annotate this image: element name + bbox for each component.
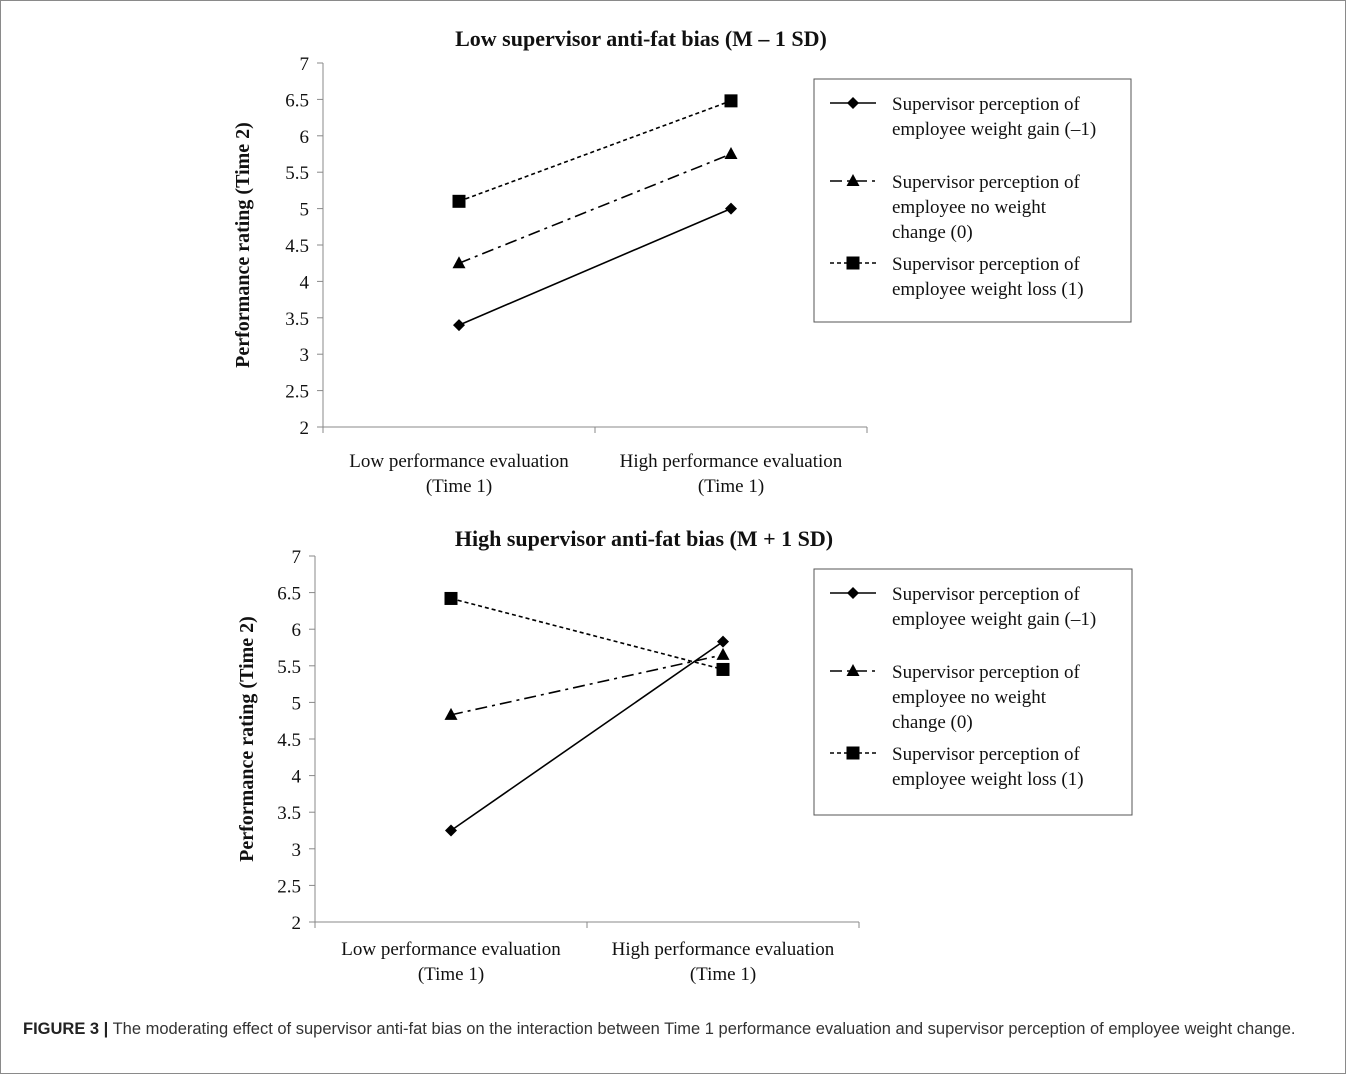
legend-marker-triangle bbox=[846, 174, 860, 186]
data-point-diamond bbox=[453, 319, 465, 332]
series-line-square bbox=[458, 100, 732, 203]
legend-marker-square bbox=[846, 256, 860, 270]
figure-charts: Low supervisor anti-fat bias (M – 1 SD) P… bbox=[232, 26, 1133, 985]
data-point-triangle bbox=[452, 256, 466, 269]
legend-entry-label: change (0) bbox=[892, 712, 973, 733]
data-point-square bbox=[716, 662, 730, 676]
series-line-diamond bbox=[458, 207, 732, 326]
y-tick-label: 2 bbox=[292, 913, 302, 934]
y-tick-label: 2.5 bbox=[277, 876, 301, 897]
y-tick-label: 4.5 bbox=[285, 236, 309, 257]
y-tick-label: 6 bbox=[292, 620, 302, 641]
y-tick-label: 5.5 bbox=[277, 657, 301, 678]
caption-text: The moderating effect of supervisor anti… bbox=[112, 1020, 1296, 1038]
legend-entry-label: employee weight gain (–1) bbox=[892, 119, 1096, 140]
y-tick-label: 7 bbox=[300, 54, 310, 75]
legend-box bbox=[813, 78, 1132, 323]
legend-entry-label: employee no weight bbox=[892, 197, 1047, 218]
series-line-diamond bbox=[450, 640, 724, 832]
data-point-diamond bbox=[725, 202, 737, 215]
y-tick-label: 3.5 bbox=[277, 803, 301, 824]
legend-entry-label: Supervisor perception of bbox=[892, 172, 1081, 193]
data-point-diamond bbox=[445, 824, 457, 837]
x-category-label: (Time 1) bbox=[690, 964, 756, 985]
y-axis-label: Performance rating (Time 2) bbox=[232, 122, 254, 368]
y-axis-label: Performance rating (Time 2) bbox=[236, 616, 258, 862]
legend-entry-label: change (0) bbox=[892, 222, 973, 243]
data-point-square bbox=[724, 94, 738, 108]
y-tick-label: 6.5 bbox=[285, 90, 309, 111]
y-tick-label: 5 bbox=[300, 200, 310, 221]
data-point-square bbox=[444, 591, 458, 605]
chart-1: Low supervisor anti-fat bias (M – 1 SD) P… bbox=[232, 26, 1132, 497]
x-category-label: Low performance evaluation bbox=[349, 451, 569, 472]
figure-caption: FIGURE 3 | The moderating effect of supe… bbox=[23, 1017, 1323, 1042]
y-tick-label: 4.5 bbox=[277, 730, 301, 751]
x-category-label: Low performance evaluation bbox=[341, 939, 561, 960]
chart-2: High supervisor anti-fat bias (M + 1 SD)… bbox=[236, 526, 1133, 985]
data-point-diamond bbox=[717, 635, 729, 648]
y-tick-label: 2 bbox=[300, 418, 310, 439]
legend-entry-label: Supervisor perception of bbox=[892, 662, 1081, 683]
series-line-triangle bbox=[458, 153, 732, 264]
legend: Supervisor perception of employee weight … bbox=[813, 78, 1132, 323]
caption-label: FIGURE 3 | bbox=[23, 1020, 109, 1038]
data-point-triangle bbox=[724, 147, 738, 159]
x-category-label: (Time 1) bbox=[418, 964, 484, 985]
chart-title: Low supervisor anti-fat bias (M – 1 SD) bbox=[455, 26, 827, 51]
legend-marker-diamond bbox=[847, 587, 859, 599]
legend-entry-label: Supervisor perception of bbox=[892, 584, 1081, 605]
data-point-triangle bbox=[444, 707, 458, 720]
series-line-square bbox=[450, 597, 724, 671]
legend-entry-label: employee no weight bbox=[892, 687, 1047, 708]
x-category-label: High performance evaluation bbox=[612, 939, 835, 960]
y-tick-label: 7 bbox=[292, 547, 302, 568]
chart-title: High supervisor anti-fat bias (M + 1 SD) bbox=[455, 526, 833, 551]
x-category-label: High performance evaluation bbox=[620, 451, 843, 472]
y-tick-label: 3 bbox=[300, 345, 310, 366]
legend-entry-label: employee weight loss (1) bbox=[892, 279, 1084, 300]
y-tick-label: 4 bbox=[292, 767, 302, 788]
legend-marker-triangle bbox=[846, 664, 860, 676]
legend-entry-label: employee weight gain (–1) bbox=[892, 609, 1096, 630]
series-line-triangle bbox=[450, 654, 724, 716]
data-point-triangle bbox=[716, 647, 730, 660]
y-tick-label: 5.5 bbox=[285, 163, 309, 184]
y-tick-label: 6.5 bbox=[277, 584, 301, 605]
legend-marker-diamond bbox=[847, 97, 859, 109]
legend-box bbox=[813, 568, 1133, 816]
y-tick-label: 2.5 bbox=[285, 382, 309, 403]
legend-entry-label: Supervisor perception of bbox=[892, 744, 1081, 765]
y-tick-label: 3.5 bbox=[285, 309, 309, 330]
y-tick-label: 5 bbox=[292, 693, 302, 714]
y-tick-label: 6 bbox=[300, 127, 310, 148]
legend-entry-label: employee weight loss (1) bbox=[892, 769, 1084, 790]
legend: Supervisor perception of employee weight … bbox=[813, 568, 1133, 816]
data-point-square bbox=[452, 194, 466, 208]
y-tick-label: 3 bbox=[292, 840, 302, 861]
legend-entry-label: Supervisor perception of bbox=[892, 254, 1081, 275]
y-tick-label: 4 bbox=[300, 272, 310, 293]
legend-marker-square bbox=[846, 746, 860, 760]
x-category-label: (Time 1) bbox=[426, 476, 492, 497]
legend-entry-label: Supervisor perception of bbox=[892, 94, 1081, 115]
x-category-label: (Time 1) bbox=[698, 476, 764, 497]
